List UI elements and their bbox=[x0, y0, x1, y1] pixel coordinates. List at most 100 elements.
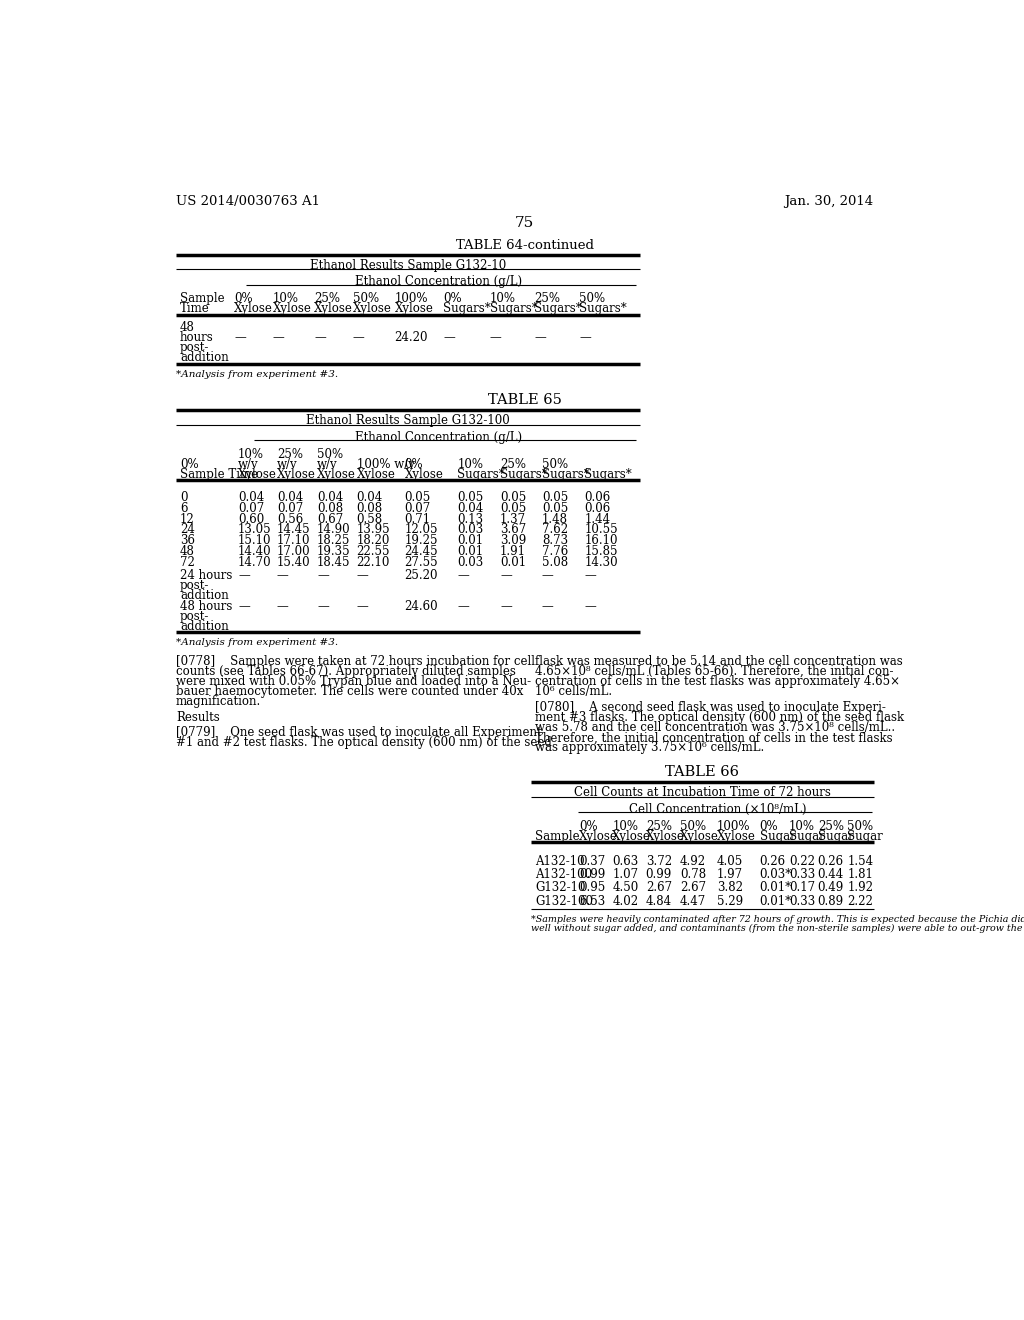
Text: 18.20: 18.20 bbox=[356, 535, 390, 548]
Text: —: — bbox=[500, 601, 512, 614]
Text: 0.26: 0.26 bbox=[760, 855, 785, 869]
Text: Sample: Sample bbox=[535, 830, 580, 843]
Text: Xylose: Xylose bbox=[579, 830, 617, 843]
Text: 0.07: 0.07 bbox=[404, 502, 431, 515]
Text: TABLE 64-continued: TABLE 64-continued bbox=[456, 239, 594, 252]
Text: 0.01: 0.01 bbox=[458, 535, 483, 548]
Text: 24.20: 24.20 bbox=[394, 331, 428, 345]
Text: 1.44: 1.44 bbox=[585, 512, 610, 525]
Text: 25%: 25% bbox=[276, 447, 303, 461]
Text: well without sugar added, and contaminants (from the non-sterile samples) were a: well without sugar added, and contaminan… bbox=[531, 924, 1024, 933]
Text: Xylose: Xylose bbox=[356, 469, 395, 480]
Text: —: — bbox=[489, 331, 502, 345]
Text: *Samples were heavily contaminated after 72 hours of growth. This is expected be: *Samples were heavily contaminated after… bbox=[531, 915, 1024, 924]
Text: 100%: 100% bbox=[717, 820, 751, 833]
Text: [0780]    A second seed flask was used to inoculate Experi-: [0780] A second seed flask was used to i… bbox=[535, 701, 886, 714]
Text: Ethanol Concentration (g/L): Ethanol Concentration (g/L) bbox=[355, 430, 522, 444]
Text: 0.01*: 0.01* bbox=[760, 895, 792, 908]
Text: 0.99: 0.99 bbox=[579, 869, 605, 882]
Text: 24 hours: 24 hours bbox=[180, 569, 232, 582]
Text: 48: 48 bbox=[180, 321, 195, 334]
Text: counts (see Tables 66-67). Appropriately diluted samples: counts (see Tables 66-67). Appropriately… bbox=[176, 665, 516, 678]
Text: 50%: 50% bbox=[847, 820, 873, 833]
Text: Sugars*: Sugars* bbox=[500, 469, 548, 480]
Text: 0.58: 0.58 bbox=[356, 512, 383, 525]
Text: 0.37: 0.37 bbox=[579, 855, 605, 869]
Text: 0.05: 0.05 bbox=[542, 491, 568, 504]
Text: post-: post- bbox=[180, 579, 209, 591]
Text: w/v: w/v bbox=[317, 458, 338, 471]
Text: Sample Time: Sample Time bbox=[180, 469, 258, 480]
Text: 1.37: 1.37 bbox=[500, 512, 526, 525]
Text: Sugars*: Sugars* bbox=[579, 302, 627, 315]
Text: Xylose: Xylose bbox=[317, 469, 356, 480]
Text: post-: post- bbox=[180, 610, 209, 623]
Text: 0.01: 0.01 bbox=[458, 545, 483, 558]
Text: —: — bbox=[585, 601, 596, 614]
Text: 10%: 10% bbox=[458, 458, 483, 471]
Text: centration of cells in the test flasks was approximately 4.65×: centration of cells in the test flasks w… bbox=[535, 675, 900, 688]
Text: 0.17: 0.17 bbox=[790, 882, 815, 895]
Text: US 2014/0030763 A1: US 2014/0030763 A1 bbox=[176, 195, 321, 209]
Text: Therefore, the initial concentration of cells in the test flasks: Therefore, the initial concentration of … bbox=[535, 731, 893, 744]
Text: magnification.: magnification. bbox=[176, 696, 261, 708]
Text: 14.70: 14.70 bbox=[238, 556, 271, 569]
Text: 25%: 25% bbox=[646, 820, 672, 833]
Text: 50%: 50% bbox=[317, 447, 343, 461]
Text: —: — bbox=[542, 601, 554, 614]
Text: addition: addition bbox=[180, 589, 228, 602]
Text: 2.22: 2.22 bbox=[847, 895, 873, 908]
Text: 4.65×10⁸ cells/mL (Tables 65-66). Therefore, the initial con-: 4.65×10⁸ cells/mL (Tables 65-66). Theref… bbox=[535, 665, 893, 678]
Text: 24.60: 24.60 bbox=[404, 601, 438, 614]
Text: 4.05: 4.05 bbox=[717, 855, 743, 869]
Text: TABLE 65: TABLE 65 bbox=[487, 393, 562, 408]
Text: w/v: w/v bbox=[276, 458, 297, 471]
Text: 13.05: 13.05 bbox=[238, 524, 271, 536]
Text: 1.81: 1.81 bbox=[847, 869, 873, 882]
Text: Sugars*: Sugars* bbox=[489, 302, 538, 315]
Text: —: — bbox=[356, 601, 369, 614]
Text: Sugars*: Sugars* bbox=[458, 469, 505, 480]
Text: 10%: 10% bbox=[790, 820, 815, 833]
Text: Xylose: Xylose bbox=[717, 830, 756, 843]
Text: 0.67: 0.67 bbox=[317, 512, 343, 525]
Text: 12: 12 bbox=[180, 512, 195, 525]
Text: 25%: 25% bbox=[535, 293, 560, 305]
Text: 4.02: 4.02 bbox=[612, 895, 639, 908]
Text: —: — bbox=[579, 331, 591, 345]
Text: 0.01*: 0.01* bbox=[760, 882, 792, 895]
Text: ment #3 flasks. The optical density (600 nm) of the seed flask: ment #3 flasks. The optical density (600… bbox=[535, 711, 904, 725]
Text: —: — bbox=[458, 601, 469, 614]
Text: Xylose: Xylose bbox=[394, 302, 433, 315]
Text: 18.45: 18.45 bbox=[317, 556, 350, 569]
Text: 19.35: 19.35 bbox=[317, 545, 351, 558]
Text: 27.55: 27.55 bbox=[404, 556, 438, 569]
Text: A132-100: A132-100 bbox=[535, 869, 592, 882]
Text: Sugars*: Sugars* bbox=[535, 302, 582, 315]
Text: 10%: 10% bbox=[489, 293, 516, 305]
Text: post-: post- bbox=[180, 341, 209, 354]
Text: 14.30: 14.30 bbox=[585, 556, 618, 569]
Text: Ethanol Concentration (g/L): Ethanol Concentration (g/L) bbox=[355, 276, 522, 289]
Text: 25%: 25% bbox=[500, 458, 526, 471]
Text: 15.85: 15.85 bbox=[585, 545, 617, 558]
Text: flask was measured to be 5.14 and the cell concentration was: flask was measured to be 5.14 and the ce… bbox=[535, 655, 902, 668]
Text: 0.03*: 0.03* bbox=[760, 869, 792, 882]
Text: 0.06: 0.06 bbox=[585, 502, 610, 515]
Text: 2.67: 2.67 bbox=[680, 882, 706, 895]
Text: 0.33: 0.33 bbox=[790, 895, 815, 908]
Text: 4.84: 4.84 bbox=[646, 895, 672, 908]
Text: 0%: 0% bbox=[760, 820, 778, 833]
Text: Cell Counts at Incubation Time of 72 hours: Cell Counts at Incubation Time of 72 hou… bbox=[573, 785, 830, 799]
Text: Ethanol Results Sample G132-10: Ethanol Results Sample G132-10 bbox=[309, 259, 506, 272]
Text: 0.04: 0.04 bbox=[276, 491, 303, 504]
Text: 50%: 50% bbox=[542, 458, 568, 471]
Text: Sugar: Sugar bbox=[790, 830, 824, 843]
Text: 1.07: 1.07 bbox=[612, 869, 639, 882]
Text: 1.91: 1.91 bbox=[500, 545, 526, 558]
Text: 14.45: 14.45 bbox=[276, 524, 310, 536]
Text: Xylose: Xylose bbox=[680, 830, 719, 843]
Text: 100%: 100% bbox=[394, 293, 428, 305]
Text: TABLE 66: TABLE 66 bbox=[666, 766, 739, 779]
Text: 25%: 25% bbox=[818, 820, 844, 833]
